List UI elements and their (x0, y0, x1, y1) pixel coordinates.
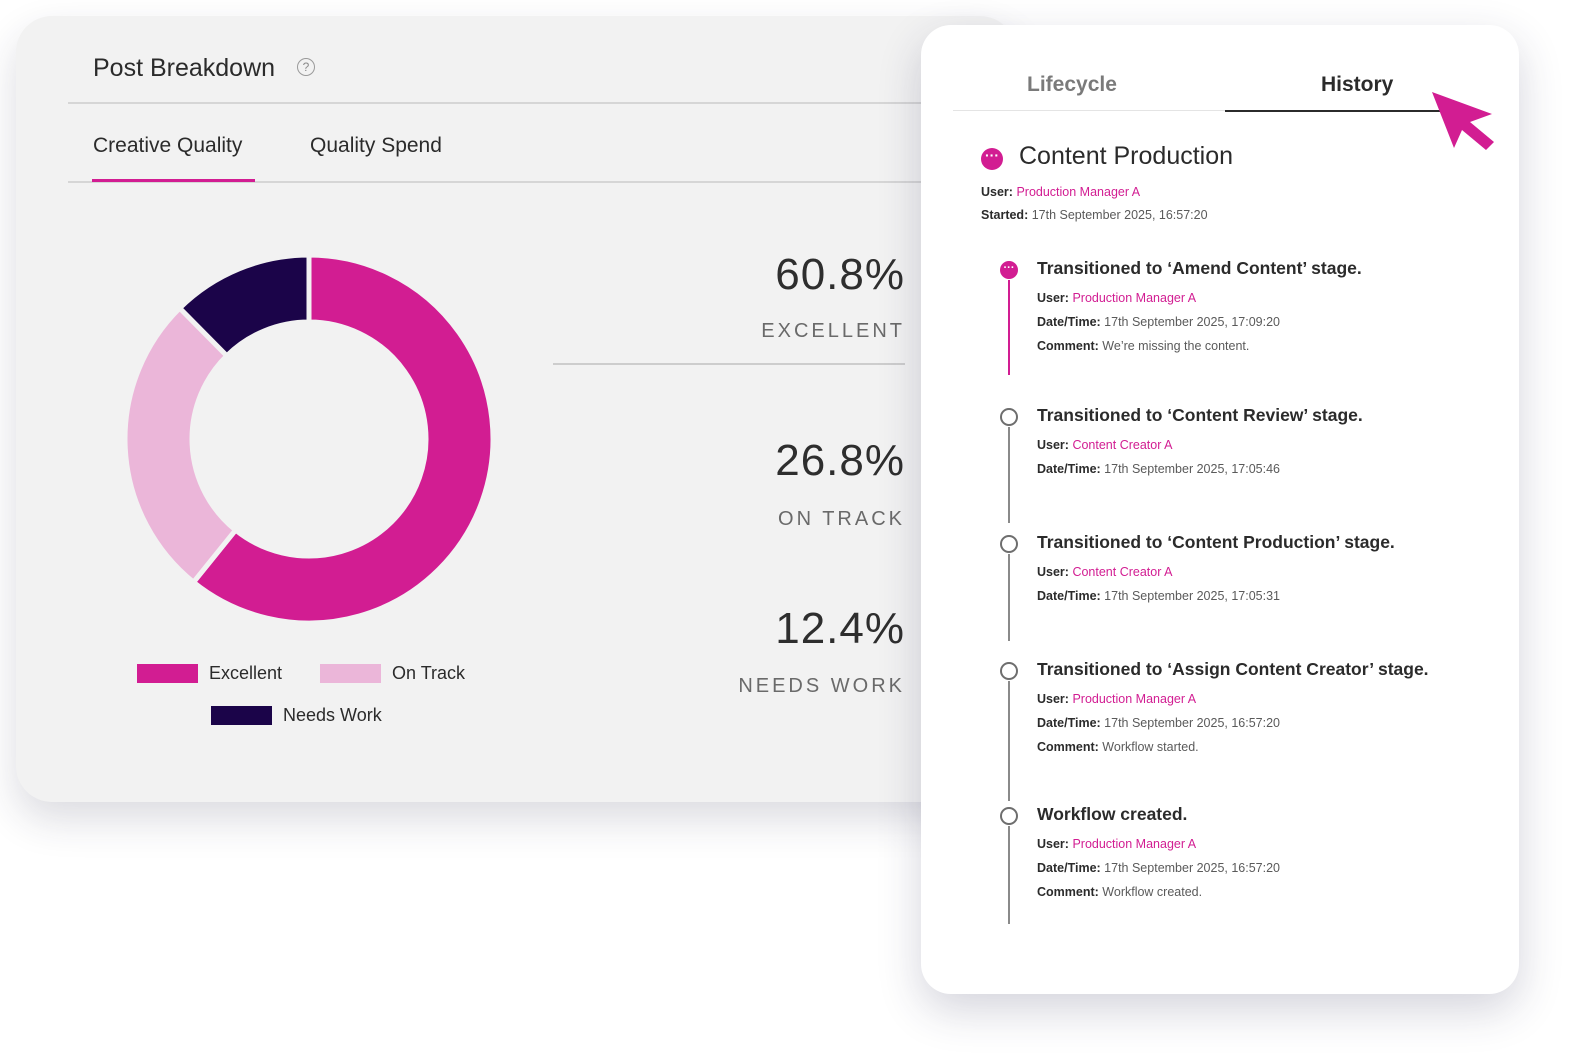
user-value[interactable]: Production Manager A (1072, 692, 1197, 706)
comment-value: Workflow started. (1102, 740, 1199, 754)
event-title: Transitioned to ‘Content Production’ sta… (1037, 532, 1395, 552)
timeline-node-icon (1000, 807, 1018, 825)
event-title: Workflow created. (1037, 804, 1188, 824)
stage-title: Content Production (1019, 142, 1234, 170)
pointer-cursor-icon (1432, 92, 1494, 150)
legend-swatch-needs-work (211, 706, 272, 725)
timeline-node-icon (1000, 662, 1018, 680)
post-breakdown-card: Post Breakdown ? Creative Quality Qualit… (16, 16, 1016, 802)
legend-label-needs-work: Needs Work (283, 705, 382, 725)
donut-chart (123, 253, 495, 625)
legend-label-excellent: Excellent (209, 663, 283, 683)
stage-user: User: Production Manager A (981, 185, 1140, 199)
legend-swatch-on-track (320, 664, 381, 683)
donut-slice-needs-work[interactable] (176, 253, 312, 360)
donut-slice-on-track[interactable] (123, 304, 240, 586)
tab-quality-spend[interactable]: Quality Spend (310, 134, 442, 157)
started-label: Started: (981, 208, 1029, 222)
tabs-divider (953, 110, 1443, 111)
event-datetime: Date/Time: 17th September 2025, 17:05:31 (1037, 589, 1280, 603)
donut-slice-excellent[interactable] (189, 253, 495, 625)
timeline-connector (1008, 427, 1010, 523)
event-user: User: Production Manager A (1037, 692, 1196, 706)
timeline-node-icon (1000, 535, 1018, 553)
datetime-label: Date/Time: (1037, 589, 1101, 603)
stat-value: 12.4% (775, 604, 905, 653)
stage-started: Started: 17th September 2025, 16:57:20 (981, 208, 1208, 222)
comment-label: Comment: (1037, 339, 1099, 353)
datetime-value: 17th September 2025, 17:09:20 (1104, 315, 1281, 329)
event-comment: Comment: Workflow started. (1037, 740, 1199, 754)
timeline-connector (1008, 280, 1010, 375)
stat-label: NEEDS WORK (738, 675, 905, 697)
user-label: User: (1037, 291, 1069, 305)
datetime-label: Date/Time: (1037, 716, 1101, 730)
question-circle-icon[interactable]: ? (297, 58, 315, 76)
active-tab-indicator (92, 179, 255, 182)
comment-value: Workflow created. (1102, 885, 1203, 899)
datetime-value: 17th September 2025, 16:57:20 (1104, 716, 1281, 730)
user-label: User: (1037, 565, 1069, 579)
event-user: User: Production Manager A (1037, 837, 1196, 851)
user-label: User: (1037, 692, 1069, 706)
in-progress-icon: ··· (1000, 261, 1018, 279)
comment-label: Comment: (1037, 740, 1099, 754)
event-datetime: Date/Time: 17th September 2025, 16:57:20 (1037, 716, 1280, 730)
event-title: Transitioned to ‘Amend Content’ stage. (1037, 258, 1362, 278)
user-label: User: (1037, 438, 1069, 452)
datetime-value: 17th September 2025, 17:05:46 (1104, 462, 1281, 476)
datetime-value: 17th September 2025, 16:57:20 (1104, 861, 1281, 875)
stat-value: 60.8% (775, 250, 905, 299)
event-title: Transitioned to ‘Assign Content Creator’… (1037, 659, 1429, 679)
stat-on-track: 26.8% ON TRACK (546, 436, 905, 536)
card-title: Post Breakdown (93, 54, 276, 82)
stat-label: EXCELLENT (761, 320, 905, 342)
datetime-label: Date/Time: (1037, 315, 1101, 329)
timeline-connector (1008, 681, 1010, 801)
stat-excellent: 60.8% EXCELLENT (546, 250, 905, 370)
user-link[interactable]: Production Manager A (1016, 185, 1141, 199)
event-user: User: Content Creator A (1037, 438, 1173, 452)
legend-label-on-track: On Track (392, 663, 466, 683)
divider (68, 102, 928, 104)
history-panel: Lifecycle History ··· Content Production… (921, 25, 1519, 994)
event-title: Transitioned to ‘Content Review’ stage. (1037, 405, 1363, 425)
stat-needs-work: 12.4% NEEDS WORK (546, 604, 905, 704)
tab-creative-quality[interactable]: Creative Quality (93, 134, 243, 157)
in-progress-icon: ··· (981, 148, 1003, 170)
event-comment: Comment: We’re missing the content. (1037, 339, 1249, 353)
event-user: User: Production Manager A (1037, 291, 1196, 305)
user-value[interactable]: Production Manager A (1072, 837, 1197, 851)
timeline-node-icon (1000, 408, 1018, 426)
stat-divider (553, 363, 905, 365)
tab-lifecycle[interactable]: Lifecycle (1027, 73, 1117, 96)
event-datetime: Date/Time: 17th September 2025, 16:57:20 (1037, 861, 1280, 875)
tab-history[interactable]: History (1321, 73, 1394, 96)
user-value[interactable]: Content Creator A (1072, 438, 1173, 452)
user-label: User: (1037, 837, 1069, 851)
event-datetime: Date/Time: 17th September 2025, 17:09:20 (1037, 315, 1280, 329)
stat-label: ON TRACK (778, 508, 905, 530)
user-value[interactable]: Production Manager A (1072, 291, 1197, 305)
event-comment: Comment: Workflow created. (1037, 885, 1202, 899)
datetime-label: Date/Time: (1037, 861, 1101, 875)
user-label: User: (981, 185, 1013, 199)
tabs-divider (68, 181, 928, 183)
comment-label: Comment: (1037, 885, 1099, 899)
started-value: 17th September 2025, 16:57:20 (1031, 208, 1208, 222)
stat-value: 26.8% (775, 436, 905, 485)
active-tab-indicator (1225, 110, 1445, 112)
user-value[interactable]: Content Creator A (1072, 565, 1173, 579)
comment-value: We’re missing the content. (1102, 339, 1250, 353)
event-datetime: Date/Time: 17th September 2025, 17:05:46 (1037, 462, 1280, 476)
datetime-label: Date/Time: (1037, 462, 1101, 476)
timeline-connector (1008, 554, 1010, 641)
datetime-value: 17th September 2025, 17:05:31 (1104, 589, 1281, 603)
legend-swatch-excellent (137, 664, 198, 683)
event-user: User: Content Creator A (1037, 565, 1173, 579)
timeline-connector (1008, 826, 1010, 924)
